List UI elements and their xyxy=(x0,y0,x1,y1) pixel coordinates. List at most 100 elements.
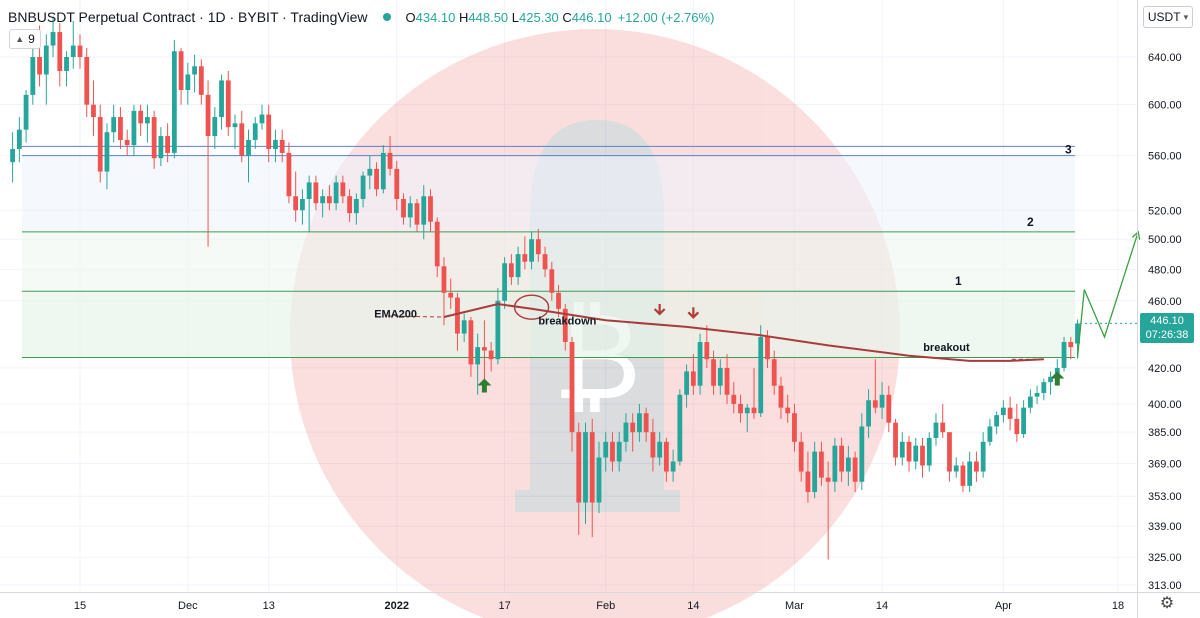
candle-up xyxy=(933,413,939,446)
candle-up xyxy=(246,129,251,183)
candle-up xyxy=(367,155,373,190)
candle-up xyxy=(623,413,629,452)
candle-body xyxy=(387,152,393,169)
candle-down xyxy=(825,461,831,560)
indicators-toggle-button[interactable]: ▲ 9 xyxy=(9,29,41,49)
candle-body xyxy=(515,254,521,278)
candle-down xyxy=(724,354,730,404)
last-price-tag: 446.10 07:26:38 xyxy=(1140,313,1194,343)
candle-body xyxy=(596,457,602,503)
candle-body xyxy=(1075,323,1080,344)
candle-up xyxy=(232,114,238,150)
price-tick-label: 313.00 xyxy=(1148,580,1182,592)
candle-body xyxy=(778,385,784,408)
candle-body xyxy=(549,269,555,293)
candle-body xyxy=(64,57,69,71)
candle-up xyxy=(380,145,386,194)
price-tick-label: 560.00 xyxy=(1148,151,1182,163)
time-tick-label: 17 xyxy=(498,600,510,612)
candle-body xyxy=(529,239,534,262)
candle-body xyxy=(111,117,117,133)
candle-body xyxy=(118,117,123,140)
candle-body xyxy=(77,45,83,57)
candle-up xyxy=(913,437,919,470)
candle-body xyxy=(1068,342,1074,348)
candle-up xyxy=(603,432,609,472)
candle-body xyxy=(805,471,811,493)
candle-body xyxy=(326,196,332,204)
candle-body xyxy=(428,196,433,222)
candle-up xyxy=(1034,385,1040,404)
candle-body xyxy=(178,51,184,91)
candle-down xyxy=(293,171,299,222)
candle-body xyxy=(198,66,204,95)
candle-up xyxy=(684,364,689,408)
candle-up xyxy=(758,325,764,417)
time-tick-label: 2022 xyxy=(385,600,409,612)
candle-down xyxy=(792,403,797,452)
candle-body xyxy=(273,139,278,150)
arrow-shape xyxy=(477,378,492,393)
candle-body xyxy=(219,80,224,118)
indicator-count: 9 xyxy=(28,32,35,46)
candle-body xyxy=(697,342,703,386)
candle-up xyxy=(306,175,312,232)
candle-body xyxy=(744,407,750,414)
target-label-1: 1 xyxy=(955,274,962,288)
candle-up xyxy=(23,90,29,143)
price-tick-label: 400.00 xyxy=(1148,399,1182,411)
candle-body xyxy=(792,413,797,442)
candle-body xyxy=(535,239,541,255)
candle-up xyxy=(987,418,993,446)
candle-down xyxy=(347,189,352,222)
candle-body xyxy=(940,422,946,433)
high-value: 448.50 xyxy=(468,9,509,25)
candle-body xyxy=(84,57,90,105)
candle-down xyxy=(886,385,892,433)
candle-body xyxy=(246,139,251,156)
candle-body xyxy=(751,407,757,414)
candle-down xyxy=(1014,403,1020,442)
candle-body xyxy=(502,263,508,301)
candle-body xyxy=(711,359,716,386)
price-tick-label: 460.00 xyxy=(1148,296,1182,308)
candle-up xyxy=(697,333,703,395)
annotation-breakdown: breakdown xyxy=(538,315,596,327)
candle-down xyxy=(441,257,447,326)
candle-down xyxy=(97,104,103,183)
candle-body xyxy=(407,203,413,218)
candle-down xyxy=(151,110,157,169)
candle-up xyxy=(980,432,986,478)
candle-up xyxy=(515,246,521,285)
candle-up xyxy=(866,389,871,438)
candle-down xyxy=(872,359,878,414)
candle-body xyxy=(468,320,474,365)
candle-down xyxy=(1068,336,1074,360)
candle-down xyxy=(455,292,460,351)
candle-body xyxy=(70,45,76,57)
candle-body xyxy=(980,441,986,472)
price-tick-label: 353.00 xyxy=(1148,491,1182,503)
candle-up xyxy=(596,441,602,514)
candle-down xyxy=(118,107,123,150)
candle-up xyxy=(953,457,959,478)
price-tick-label: 369.00 xyxy=(1148,458,1182,470)
candle-body xyxy=(1021,407,1026,435)
candle-down xyxy=(549,261,555,301)
gear-icon[interactable]: ⚙ xyxy=(1159,595,1175,612)
candle-body xyxy=(1007,407,1013,419)
candle-down xyxy=(690,354,696,395)
candle-up xyxy=(859,413,865,490)
candle-down xyxy=(920,437,925,478)
annotation-ema200: EMA200 xyxy=(374,309,417,321)
time-tick-label: Mar xyxy=(785,600,804,612)
candle-body xyxy=(616,441,622,462)
candle-body xyxy=(185,74,191,91)
currency-selector[interactable]: USDT ▾ xyxy=(1143,6,1193,28)
candle-body xyxy=(495,300,501,360)
candle-down xyxy=(663,437,669,482)
symbol-legend[interactable]: BNBUSDT Perpetual Contract · 1D · BYBIT … xyxy=(8,6,714,28)
candle-body xyxy=(832,445,838,482)
